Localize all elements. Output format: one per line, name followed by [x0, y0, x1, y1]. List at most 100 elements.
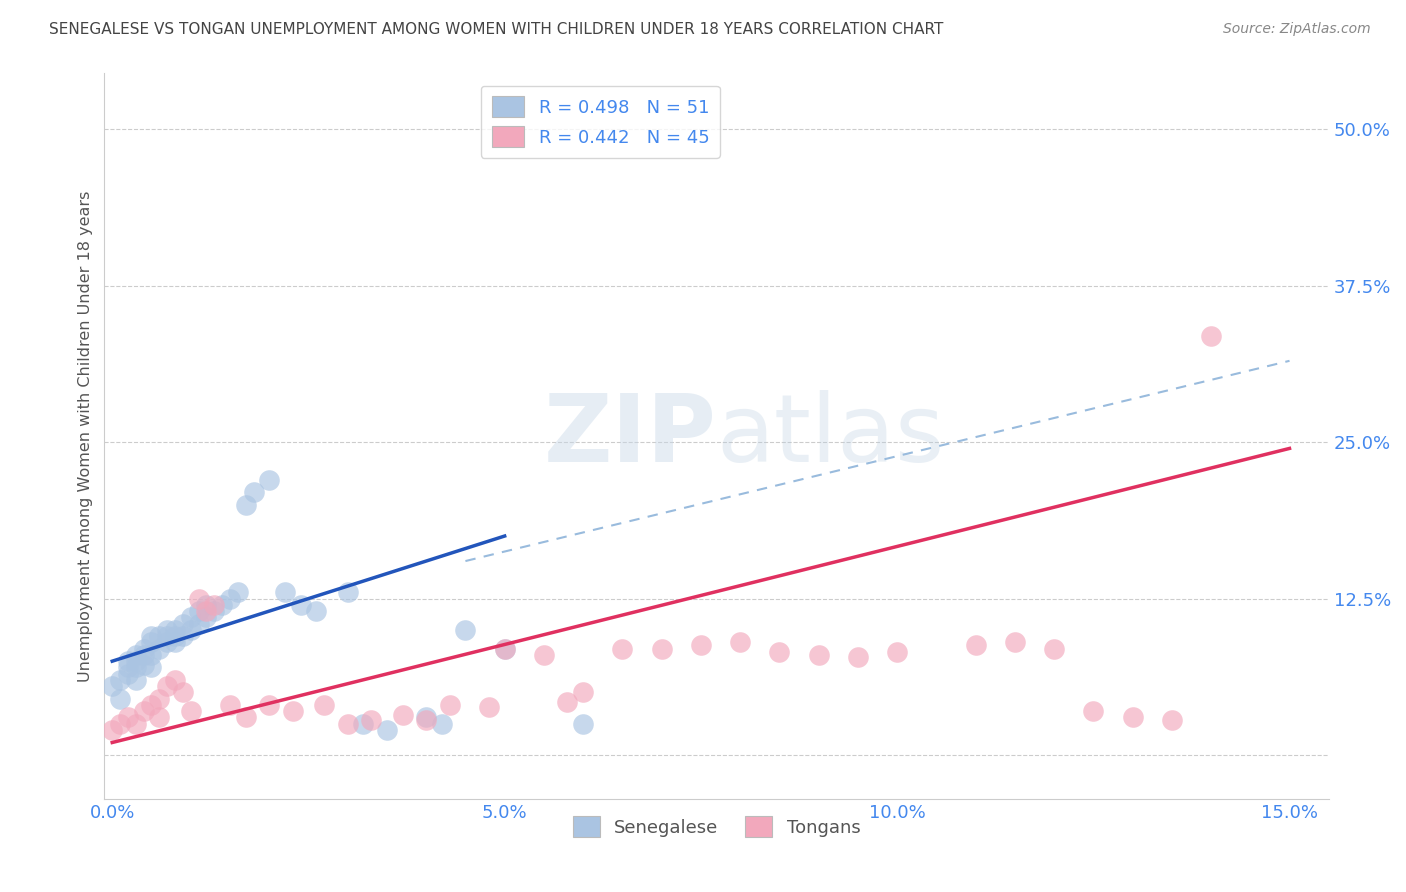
Point [1043, 641, 1066, 656]
Point [180, 610, 202, 624]
Point [163, 629, 186, 643]
Point [180, 623, 202, 637]
Point [172, 685, 194, 699]
Point [305, 604, 328, 618]
Point [219, 591, 242, 606]
Point [572, 716, 595, 731]
Point [235, 710, 257, 724]
Point [108, 716, 131, 731]
Text: SENEGALESE VS TONGAN UNEMPLOYMENT AMONG WOMEN WITH CHILDREN UNDER 18 YEARS CORRE: SENEGALESE VS TONGAN UNEMPLOYMENT AMONG … [49, 22, 943, 37]
Point [195, 598, 218, 612]
Point [1004, 635, 1026, 649]
Point [187, 616, 209, 631]
Point [156, 629, 179, 643]
Point [846, 650, 869, 665]
Point [108, 673, 131, 687]
Point [202, 604, 225, 618]
Point [117, 660, 139, 674]
Point [274, 585, 297, 599]
Point [336, 585, 359, 599]
Y-axis label: Unemployment Among Women with Children Under 18 years: Unemployment Among Women with Children U… [79, 190, 93, 681]
Point [454, 623, 477, 637]
Point [117, 654, 139, 668]
Point [125, 654, 148, 668]
Point [132, 641, 155, 656]
Point [187, 591, 209, 606]
Point [651, 641, 673, 656]
Point [415, 710, 437, 724]
Point [117, 666, 139, 681]
Point [163, 673, 186, 687]
Point [290, 598, 312, 612]
Point [125, 660, 148, 674]
Legend: Senegalese, Tongans: Senegalese, Tongans [565, 809, 868, 844]
Point [125, 716, 148, 731]
Point [728, 635, 751, 649]
Point [430, 716, 453, 731]
Point [1083, 704, 1105, 718]
Point [1122, 710, 1144, 724]
Point [439, 698, 461, 712]
Point [125, 673, 148, 687]
Point [141, 629, 163, 643]
Point [360, 713, 382, 727]
Point [108, 691, 131, 706]
Point [187, 604, 209, 618]
Text: ZIP: ZIP [544, 390, 717, 482]
Point [141, 648, 163, 662]
Point [235, 498, 257, 512]
Point [557, 696, 579, 710]
Point [391, 708, 413, 723]
Point [1160, 713, 1182, 727]
Point [1199, 328, 1222, 343]
Point [148, 641, 170, 656]
Text: Source: ZipAtlas.com: Source: ZipAtlas.com [1223, 22, 1371, 37]
Point [141, 635, 163, 649]
Point [211, 598, 233, 612]
Point [195, 604, 218, 618]
Point [172, 629, 194, 643]
Point [163, 635, 186, 649]
Point [886, 645, 908, 659]
Point [132, 657, 155, 672]
Point [156, 679, 179, 693]
Point [352, 716, 374, 731]
Point [226, 585, 249, 599]
Point [494, 641, 516, 656]
Point [375, 723, 398, 737]
Point [242, 485, 264, 500]
Point [965, 638, 987, 652]
Point [125, 648, 148, 662]
Point [202, 598, 225, 612]
Point [533, 648, 555, 662]
Point [478, 700, 501, 714]
Point [336, 716, 359, 731]
Point [141, 698, 163, 712]
Point [314, 698, 336, 712]
Point [494, 641, 516, 656]
Point [141, 660, 163, 674]
Point [195, 610, 218, 624]
Point [148, 691, 170, 706]
Point [148, 629, 170, 643]
Point [415, 713, 437, 727]
Point [132, 704, 155, 718]
Point [281, 704, 304, 718]
Point [148, 710, 170, 724]
Point [257, 473, 280, 487]
Point [219, 698, 242, 712]
Point [612, 641, 634, 656]
Point [156, 635, 179, 649]
Point [132, 648, 155, 662]
Point [156, 623, 179, 637]
Point [689, 638, 711, 652]
Point [101, 679, 124, 693]
Text: atlas: atlas [717, 390, 945, 482]
Point [257, 698, 280, 712]
Point [768, 645, 790, 659]
Point [180, 704, 202, 718]
Point [172, 616, 194, 631]
Point [117, 710, 139, 724]
Point [163, 623, 186, 637]
Point [572, 685, 595, 699]
